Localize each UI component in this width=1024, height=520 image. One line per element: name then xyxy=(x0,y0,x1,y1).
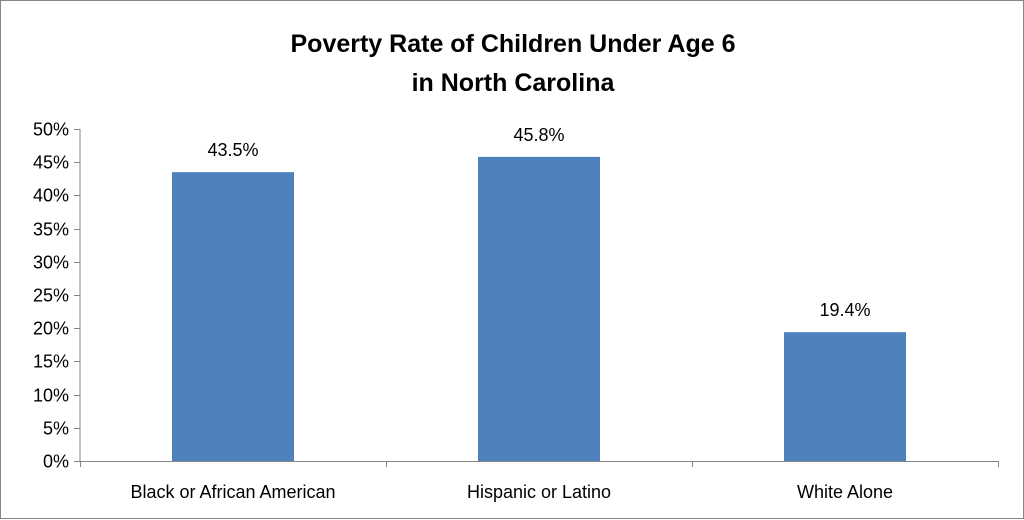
y-tick-label: 10% xyxy=(33,386,69,406)
y-tick-label: 50% xyxy=(33,120,69,140)
x-category-label: Hispanic or Latino xyxy=(467,482,611,502)
bar-data-label: 45.8% xyxy=(513,125,564,145)
x-axis: Black or African American Hispanic or Lat… xyxy=(80,461,999,502)
y-tick-label: 45% xyxy=(33,153,69,173)
data-labels-group: 43.5% 45.8% 19.4% xyxy=(207,125,870,320)
bar-data-label: 19.4% xyxy=(819,300,870,320)
y-tick-label: 5% xyxy=(43,419,69,439)
y-tick-label: 20% xyxy=(33,319,69,339)
y-tick-label: 40% xyxy=(33,186,69,206)
bar-data-label: 43.5% xyxy=(207,140,258,160)
bars-group xyxy=(172,156,906,461)
bar xyxy=(478,156,600,461)
chart-title: Poverty Rate of Children Under Age 6 in … xyxy=(291,30,736,97)
y-tick-label: 25% xyxy=(33,286,69,306)
chart-title-line-2: in North Carolina xyxy=(412,69,616,97)
x-category-label: White Alone xyxy=(797,482,893,502)
bar xyxy=(172,172,294,461)
x-category-label: Black or African American xyxy=(130,482,335,502)
y-tick-label: 0% xyxy=(43,452,69,472)
y-tick-label: 15% xyxy=(33,352,69,372)
y-axis: 0% 5% 10% 15% 20% 25% 30% 35% 40% 45% 50% xyxy=(33,120,81,472)
y-tick-label: 35% xyxy=(33,220,69,240)
chart-title-line-1: Poverty Rate of Children Under Age 6 xyxy=(291,30,736,58)
bar xyxy=(784,332,906,461)
y-tick-label: 30% xyxy=(33,253,69,273)
